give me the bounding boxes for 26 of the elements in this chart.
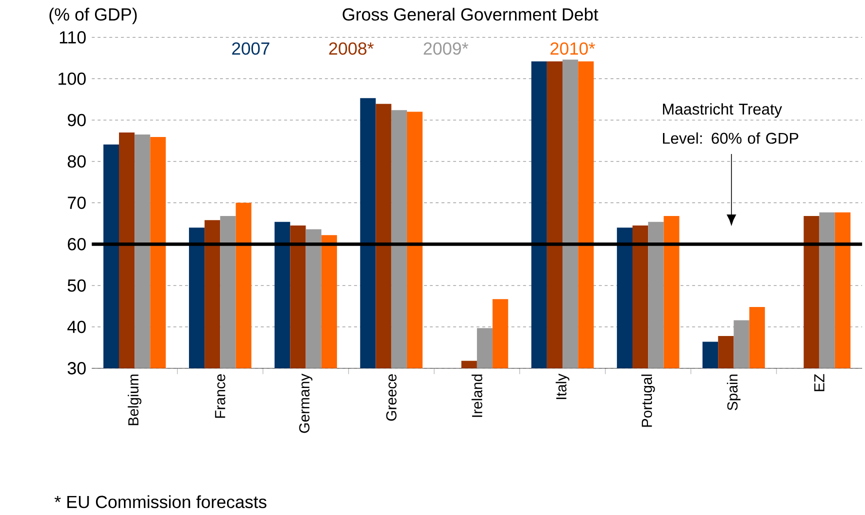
text: * EU Commission forecasts (54, 495, 266, 508)
x-tick-label: France (215, 374, 226, 418)
x-tick-label: Italy (556, 374, 570, 400)
x-tick-label: Germany (299, 374, 312, 433)
x-tick-label: Belgium (128, 374, 142, 426)
y-tick-label: 50 (68, 279, 86, 292)
x-tick-label: Spain (726, 374, 740, 410)
y-tick-label: 90 (68, 114, 86, 126)
series-label: 2010* (550, 42, 596, 55)
text: 2009* (424, 42, 468, 55)
x-tick-label: EZ (814, 374, 824, 392)
x-tick-label: Greece (386, 374, 397, 421)
x-tick-label: Portugal (641, 374, 655, 427)
x-tick-label: Ireland (472, 374, 482, 417)
y-tick-label: 80 (68, 155, 86, 168)
y-tick-label: 40 (67, 320, 86, 334)
y-tick-label: 60 (68, 238, 86, 250)
ref-line-label: Maastricht Treaty Level: 60% of GDP (663, 103, 798, 144)
y-tick-label: 100 (58, 72, 86, 85)
chart-title: Gross General Government Debt (342, 8, 598, 21)
text: 2007 (232, 42, 270, 55)
y-tick-label: 30 (68, 362, 86, 375)
y-tick-label: 70 (68, 196, 86, 210)
y-tick-label: 110 (60, 31, 86, 44)
text: (% of GDP) (50, 8, 137, 24)
text: 2008* (329, 42, 374, 55)
